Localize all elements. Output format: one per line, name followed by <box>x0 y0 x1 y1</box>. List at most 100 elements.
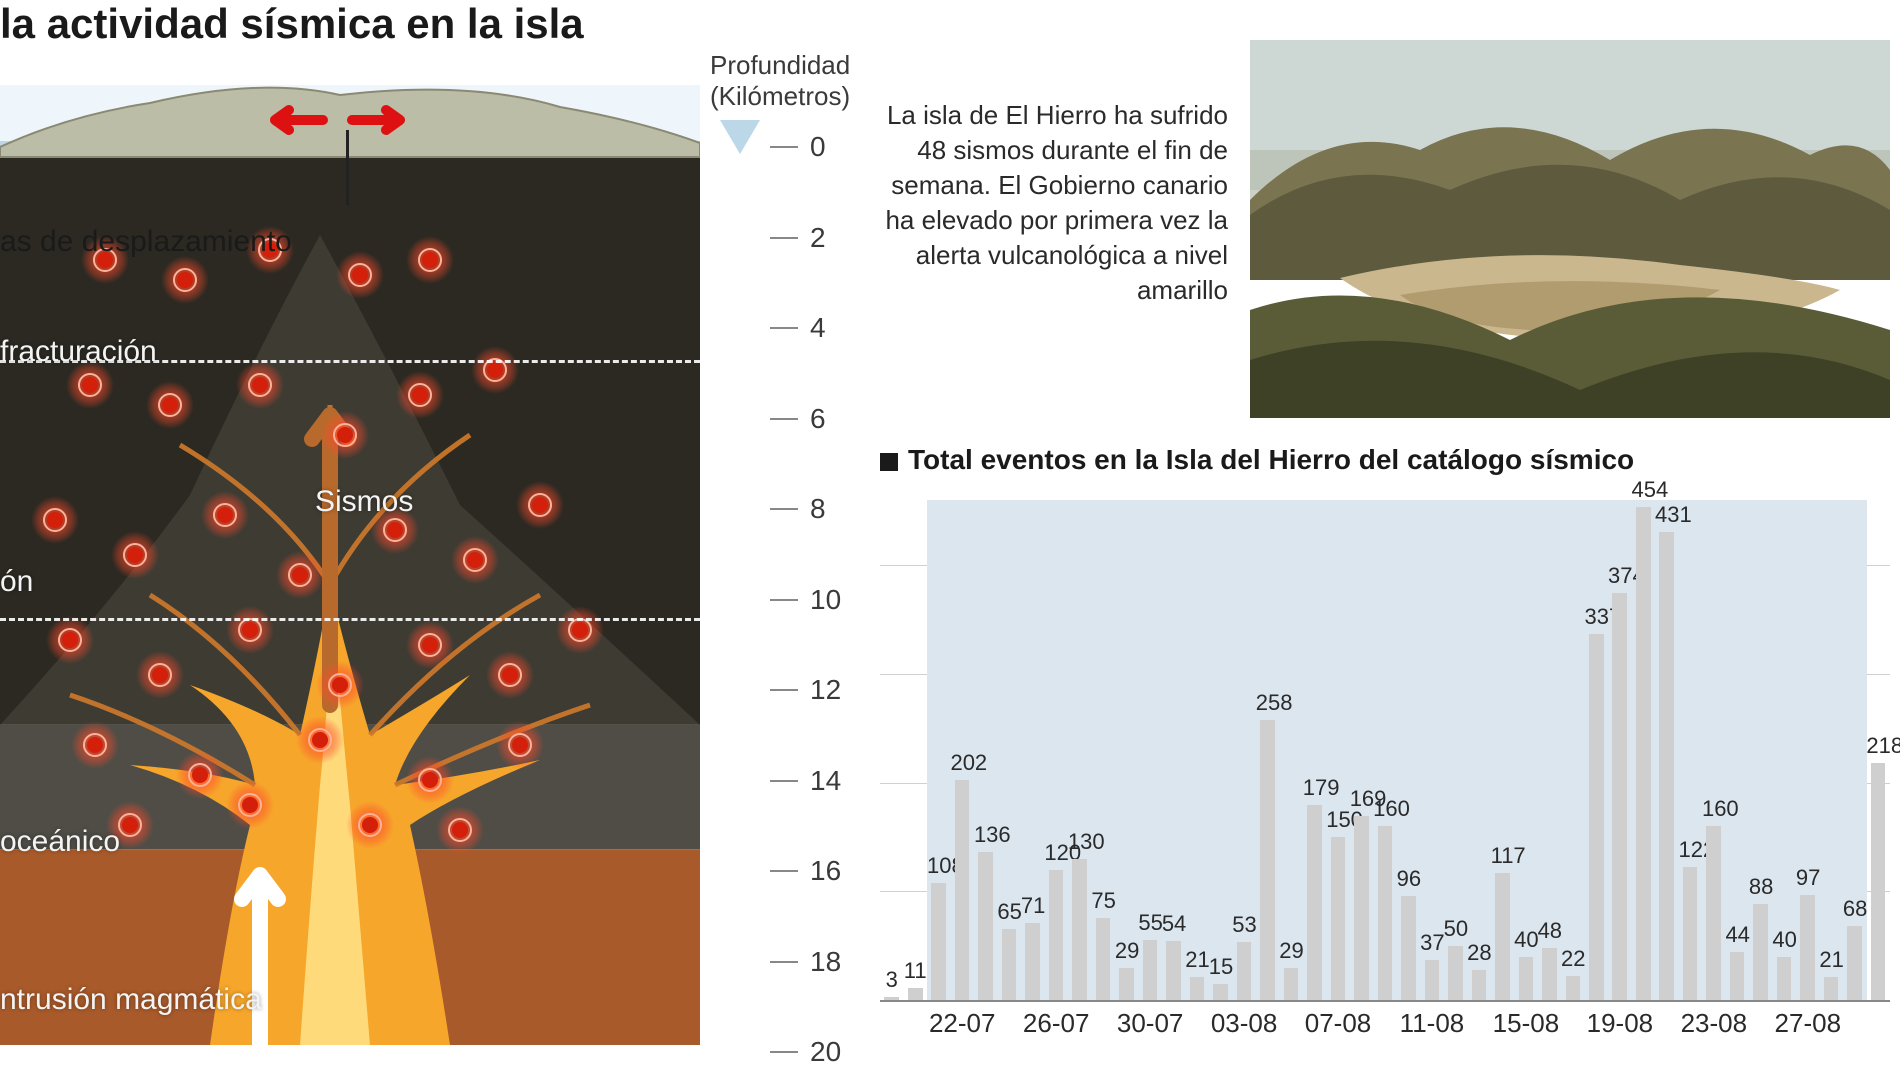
bar <box>1096 918 1111 1000</box>
bar <box>1448 946 1463 1000</box>
bars-container: 3111082021366571120130752955542115532582… <box>880 500 1890 1000</box>
bar-value-label: 22 <box>1561 946 1584 972</box>
xsection-label-desplaz: as de desplazamiento <box>0 225 292 259</box>
bar-value-label: 29 <box>1279 938 1302 964</box>
bar-slot: 28 <box>1467 500 1490 1000</box>
bar-value-label: 28 <box>1467 940 1490 966</box>
bar-value-label: 65 <box>997 899 1020 925</box>
bar <box>931 883 946 1000</box>
bar-slot: 202 <box>950 500 973 1000</box>
bar-value-label: 258 <box>1256 690 1279 716</box>
bar-slot: 179 <box>1303 500 1326 1000</box>
bar-slot: 374 <box>1608 500 1631 1000</box>
bar <box>1542 948 1557 1000</box>
bar-slot: 97 <box>1796 500 1819 1000</box>
bar-slot: 108 <box>927 500 950 1000</box>
bar-value-label: 97 <box>1796 865 1819 891</box>
x-tick-label: 26-07 <box>1023 1008 1090 1039</box>
bar-slot: 120 <box>1044 500 1067 1000</box>
island-photo <box>1250 40 1890 418</box>
bar-slot: 40 <box>1514 500 1537 1000</box>
xsection-label-fractur: fracturación <box>0 335 157 369</box>
bar-value-label: 120 <box>1044 840 1067 866</box>
bar-slot: 21 <box>1819 500 1842 1000</box>
bar-value-label: 50 <box>1444 916 1467 942</box>
x-tick-label: 23-08 <box>1681 1008 1748 1039</box>
bar-value-label: 40 <box>1772 927 1795 953</box>
bar-slot: 96 <box>1397 500 1420 1000</box>
bar-value-label: 75 <box>1091 888 1114 914</box>
bar <box>1425 960 1440 1000</box>
depth-axis: 02468101214161820 <box>710 145 850 1050</box>
bar-slot: 337 <box>1585 500 1608 1000</box>
depth-tick: 14 <box>710 765 850 797</box>
bar <box>1472 970 1487 1000</box>
bar <box>978 852 993 1000</box>
bar <box>1378 826 1393 1000</box>
bar <box>1730 952 1745 1000</box>
bar <box>955 780 970 1000</box>
depth-tick: 8 <box>710 493 850 525</box>
left-panel: la actividad sísmica en la isla Profundi… <box>0 0 860 1069</box>
bar-slot: 29 <box>1279 500 1302 1000</box>
bar-slot: 22 <box>1561 500 1584 1000</box>
bar-value-label: 122 <box>1678 837 1701 863</box>
bar-slot: 75 <box>1091 500 1114 1000</box>
bar-slot: 53 <box>1232 500 1255 1000</box>
bar-slot: 218 <box>1866 500 1889 1000</box>
bar-value-label: 202 <box>950 750 973 776</box>
bar <box>1237 942 1252 1000</box>
bar-slot: 55 <box>1138 500 1161 1000</box>
bar-slot: 71 <box>1021 500 1044 1000</box>
bar-value-label: 54 <box>1162 911 1185 937</box>
bar <box>1119 968 1134 1000</box>
bar-value-label: 96 <box>1397 866 1420 892</box>
bar-slot: 29 <box>1115 500 1138 1000</box>
x-tick-label: 15-08 <box>1493 1008 1560 1039</box>
bar <box>1777 957 1792 1000</box>
bar-value-label: 21 <box>1185 947 1208 973</box>
x-tick-label: 22-07 <box>929 1008 996 1039</box>
bar-slot: 48 <box>1538 500 1561 1000</box>
square-bullet-icon <box>880 453 898 471</box>
depth-tick: 20 <box>710 1036 850 1068</box>
bar-value-label: 160 <box>1702 796 1725 822</box>
depth-scale-label: Profundidad (Kilómetros) <box>710 50 850 112</box>
bar <box>1025 923 1040 1000</box>
bar-slot: 122 <box>1678 500 1701 1000</box>
bar-value-label: 29 <box>1115 938 1138 964</box>
bar-value-label: 40 <box>1514 927 1537 953</box>
bar <box>1753 904 1768 1000</box>
bar-value-label: 337 <box>1585 604 1608 630</box>
bar-value-label: 454 <box>1632 477 1655 503</box>
bar <box>1519 957 1534 1000</box>
bar-value-label: 3 <box>880 967 903 993</box>
bar <box>1706 826 1721 1000</box>
bar <box>1190 977 1205 1000</box>
depth-tick: 6 <box>710 403 850 435</box>
bar-slot: 258 <box>1256 500 1279 1000</box>
bar-slot: 130 <box>1068 500 1091 1000</box>
bar <box>1589 634 1604 1000</box>
bar-value-label: 53 <box>1232 912 1255 938</box>
bar <box>1847 926 1862 1000</box>
bar-value-label: 431 <box>1655 502 1678 528</box>
bar-value-label: 15 <box>1209 954 1232 980</box>
depth-tick: 10 <box>710 584 850 616</box>
bar-chart: 3111082021366571120130752955542115532582… <box>880 500 1890 1060</box>
depth-tick: 18 <box>710 946 850 978</box>
bar-value-label: 108 <box>927 853 950 879</box>
bar <box>1612 593 1627 1000</box>
depth-tick: 16 <box>710 855 850 887</box>
bar <box>1049 870 1064 1000</box>
bar-slot: 11 <box>903 500 926 1000</box>
bar-value-label: 44 <box>1725 922 1748 948</box>
bar-slot: 44 <box>1725 500 1748 1000</box>
x-tick-label: 27-08 <box>1775 1008 1842 1039</box>
bar-value-label: 37 <box>1420 930 1443 956</box>
bar-slot: 68 <box>1843 500 1866 1000</box>
x-axis: 22-0726-0730-0703-0807-0811-0815-0819-08… <box>880 1008 1890 1058</box>
bar-slot: 117 <box>1491 500 1514 1000</box>
bar-slot: 160 <box>1373 500 1396 1000</box>
depth-tick: 4 <box>710 312 850 344</box>
